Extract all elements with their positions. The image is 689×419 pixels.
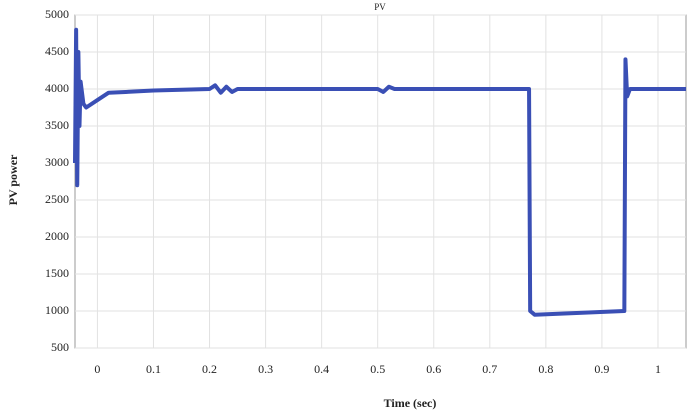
- x-tick-label: 0.3: [258, 362, 273, 376]
- y-tick-label: 2500: [45, 192, 69, 206]
- y-tick-label: 2000: [45, 229, 69, 243]
- y-tick-label: 1500: [45, 266, 69, 280]
- plot-area: [74, 14, 687, 349]
- y-axis-label: PV power: [6, 154, 20, 205]
- x-tick-label: 0.6: [426, 362, 441, 376]
- y-tick-label: 4000: [45, 81, 69, 95]
- x-tick-label: 0.2: [202, 362, 217, 376]
- x-tick-label: 0.1: [146, 362, 161, 376]
- y-tick-label: 1000: [45, 303, 69, 317]
- chart-title: PV: [374, 2, 386, 12]
- y-tick-label: 5000: [45, 7, 69, 21]
- x-axis-label: Time (sec): [384, 396, 437, 410]
- x-tick-label: 0: [94, 362, 100, 376]
- x-tick-label: 0.8: [538, 362, 553, 376]
- y-tick-label: 4500: [45, 44, 69, 58]
- data-line: [73, 27, 686, 317]
- x-tick-label: 0.5: [370, 362, 385, 376]
- y-tick-label: 500: [51, 340, 69, 354]
- x-tick-label: 0.9: [594, 362, 609, 376]
- x-tick-label: 0.7: [482, 362, 497, 376]
- x-tick-label: 0.4: [314, 362, 329, 376]
- y-tick-label: 3000: [45, 155, 69, 169]
- y-tick-label: 3500: [45, 118, 69, 132]
- x-tick-label: 1: [655, 362, 661, 376]
